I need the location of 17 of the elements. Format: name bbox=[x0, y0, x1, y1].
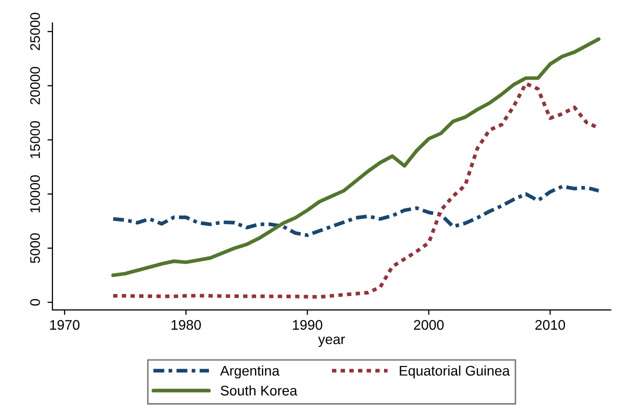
x-tick-label: 1990 bbox=[292, 320, 322, 330]
y-tick-label: 0 bbox=[30, 299, 40, 306]
x-tick-label: 2000 bbox=[414, 320, 444, 330]
y-tick-label: 10000 bbox=[30, 175, 40, 212]
x-tick-label: 1980 bbox=[172, 320, 201, 330]
legend-label: South Korea bbox=[220, 385, 298, 396]
legend-label: Equatorial Guinea bbox=[400, 365, 510, 378]
x-axis-title: year bbox=[318, 336, 345, 347]
y-tick-label: 15000 bbox=[30, 121, 40, 158]
y-tick-label: 20000 bbox=[30, 66, 40, 104]
y-tick-label: 25000 bbox=[30, 12, 40, 50]
legend-label: Argentina bbox=[220, 365, 280, 378]
x-tick-label: 2010 bbox=[535, 320, 566, 330]
y-tick-label: 5000 bbox=[30, 233, 40, 264]
line-series bbox=[111, 184, 600, 237]
x-tick-label: 1970 bbox=[50, 320, 80, 330]
line-series bbox=[111, 37, 600, 278]
